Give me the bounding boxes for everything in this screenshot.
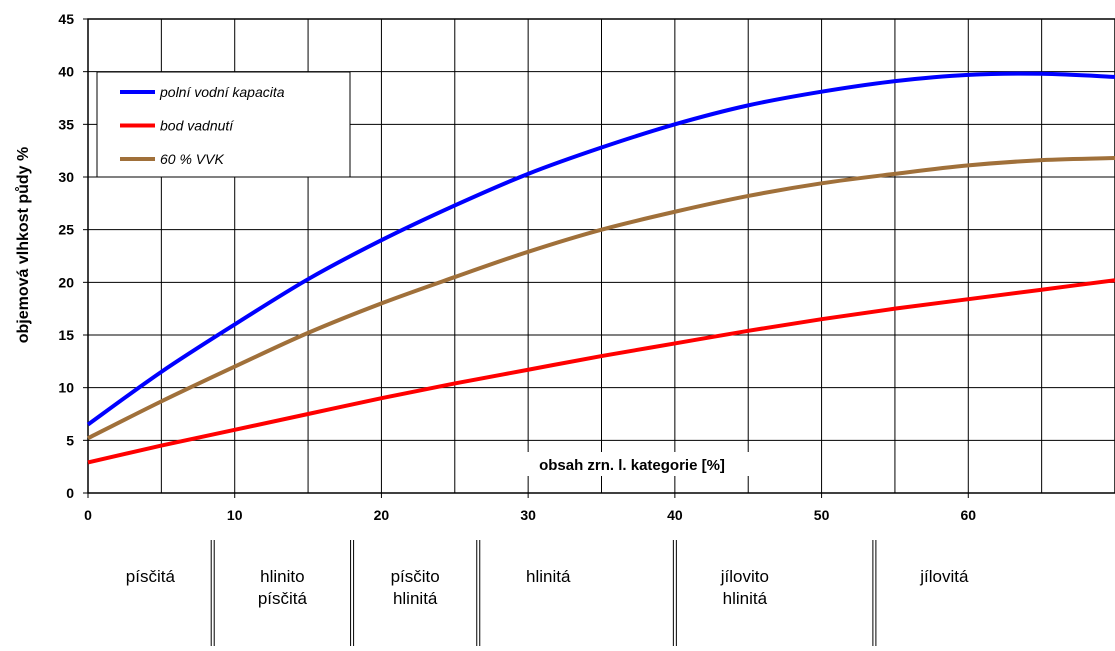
x-tick-label: 30 (520, 507, 536, 523)
class-label-line: hlinito (260, 567, 304, 586)
y-tick-label: 35 (58, 116, 74, 132)
y-tick-label: 45 (58, 11, 74, 27)
class-label-line: jílovito (720, 567, 769, 586)
legend-label: 60 % VVK (160, 151, 224, 167)
legend-label: polní vodní kapacita (159, 84, 285, 100)
x-tick-label: 10 (227, 507, 243, 523)
y-tick-label: 25 (58, 222, 74, 238)
y-tick-label: 40 (58, 64, 74, 80)
plot-frame (87, 18, 1115, 494)
y-tick-label: 20 (58, 274, 74, 290)
class-label: písčitá (126, 567, 176, 586)
x-axis-title: obsah zrn. l. kategorie [%] (539, 457, 725, 474)
y-tick-label: 30 (58, 169, 74, 185)
class-label: jílovito hlinitá (720, 567, 769, 608)
y-tick-label: 15 (58, 327, 74, 343)
class-label-line: písčitá (126, 567, 176, 586)
series-line (87, 278, 1115, 465)
class-label-line: hlinitá (393, 589, 438, 608)
class-label-line: hlinitá (526, 567, 571, 586)
class-label: písčito hlinitá (391, 567, 440, 608)
class-label-line: písčito (391, 567, 440, 586)
legend-label: bod vadnutí (160, 118, 235, 134)
class-label: jílovitá (919, 567, 969, 586)
x-tick-label: 40 (667, 507, 683, 523)
x-label-bg (505, 452, 760, 476)
class-label: hlinito písčitá (258, 567, 308, 608)
x-tick-label: 20 (374, 507, 390, 523)
x-tick-label: 60 (960, 507, 976, 523)
y-axis-title: objemová vlhkost půdy % (15, 147, 32, 343)
x-tick-label: 50 (814, 507, 830, 523)
y-tick-label: 10 (58, 380, 74, 396)
x-tick-label: 0 (84, 507, 92, 523)
series-line (86, 71, 1115, 427)
y-tick-label: 5 (66, 432, 74, 448)
y-tick-label: 0 (66, 485, 74, 501)
class-label-line: písčitá (258, 589, 308, 608)
series-line (87, 156, 1115, 441)
class-label-line: hlinitá (723, 589, 768, 608)
class-label-line: jílovitá (919, 567, 969, 586)
class-label: hlinitá (526, 567, 571, 586)
